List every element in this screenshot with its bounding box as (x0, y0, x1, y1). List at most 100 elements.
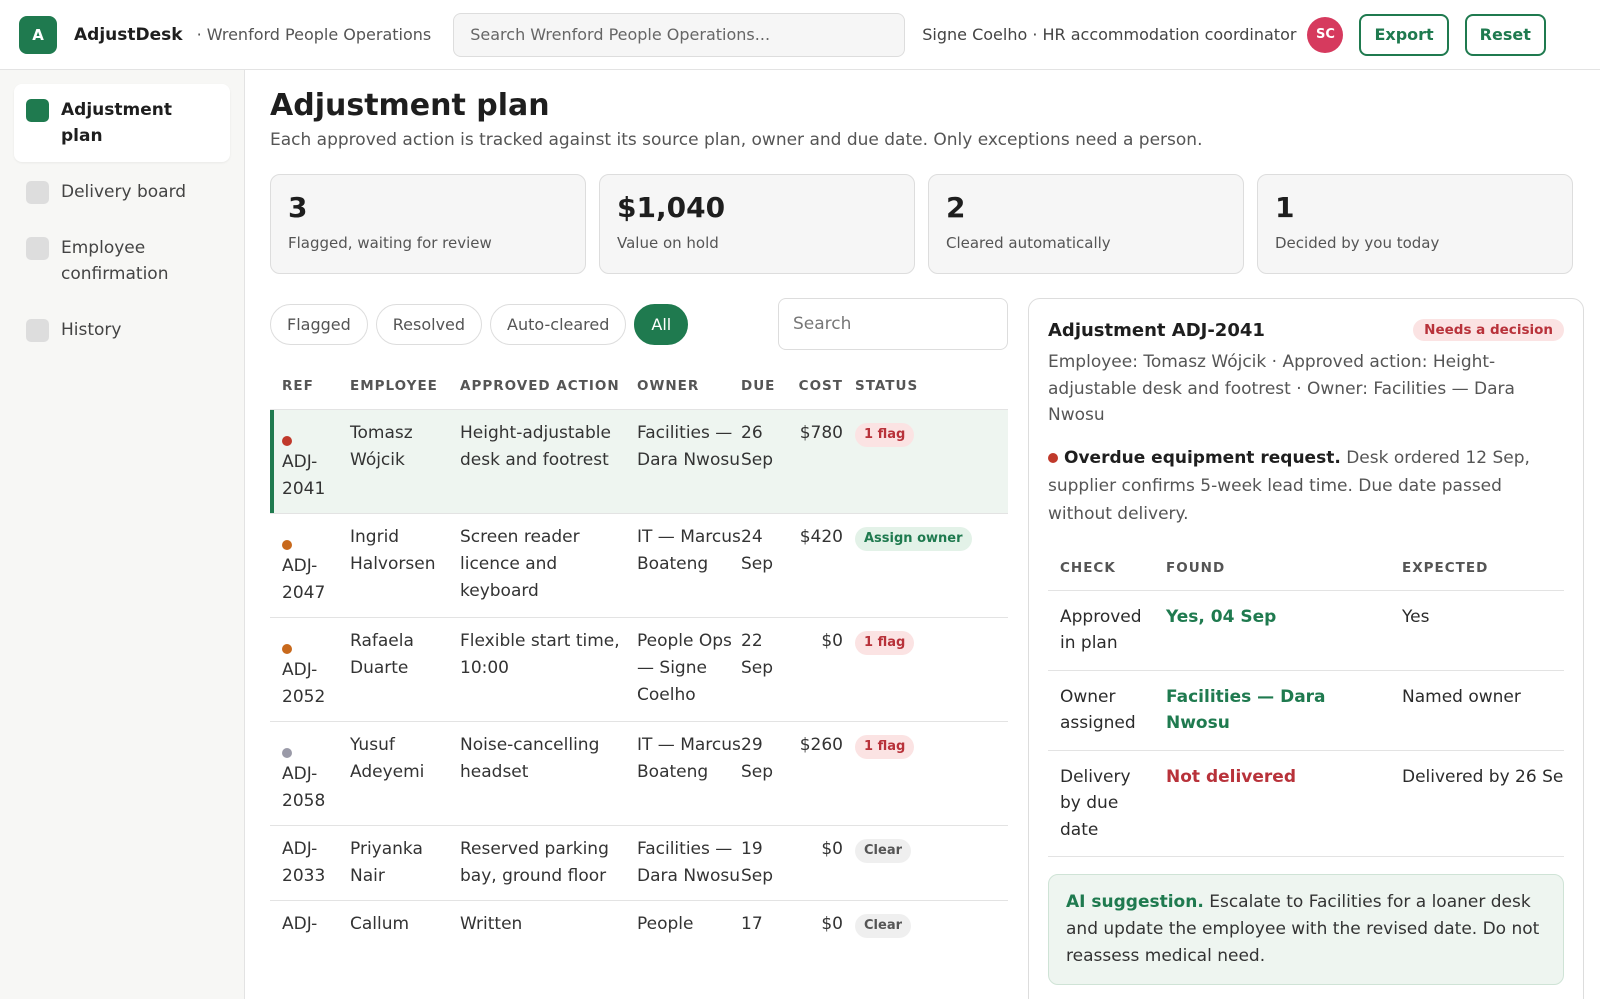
filter-chip[interactable]: Auto-cleared (490, 303, 627, 345)
cell-due: 24 Sep (741, 513, 791, 618)
check-row: Approved in plan Yes, 04 Sep Yes (1048, 590, 1564, 671)
column-header: OWNER (637, 378, 700, 394)
reset-button[interactable]: Reset (1464, 13, 1546, 56)
alert-dot (1048, 452, 1058, 463)
nav-icon (26, 181, 49, 204)
alert: Overdue equipment request. Desk ordered … (1048, 444, 1564, 528)
plan-row[interactable]: ADJ-2052 Rafaela Duarte Flexible start tim… (270, 617, 1008, 722)
nav-item[interactable]: Delivery board (14, 166, 230, 218)
cell-due: 29 Sep (741, 721, 791, 826)
cell-owner: People (637, 900, 741, 948)
check-expected: Named owner (1390, 670, 1564, 751)
cell-ref: ADJ-2041 (270, 409, 350, 514)
cell-status: 1 flag (855, 721, 1008, 826)
page-title: Adjustment plan (270, 88, 550, 123)
status-dot (282, 644, 292, 654)
cell-action: Height-adjustable desk and footrest (460, 409, 637, 514)
check-column: CHECK (1048, 547, 1154, 591)
cell-cost: $780 (791, 409, 855, 514)
cell-due: 19 Sep (741, 825, 791, 901)
plan-row[interactable]: ADJ-2058 Yusuf Adeyemi Noise-cancelling he… (270, 721, 1008, 826)
detail-title: Adjustment ADJ-2041 (1048, 319, 1265, 341)
cell-action: Flexible start time, 10:00 (460, 617, 637, 722)
cell-action: Screen reader licence and keyboard (460, 513, 637, 618)
nav-icon (26, 99, 49, 122)
stat-card: $1,040 Value on hold (599, 174, 915, 274)
avatar[interactable]: SC (1307, 16, 1344, 53)
cell-due: 22 Sep (741, 617, 791, 722)
detail-meta: Employee: Tomasz Wójcik · Approved actio… (1048, 352, 1515, 425)
cell-status: Clear (855, 825, 1008, 901)
nav-label: Delivery board (61, 182, 187, 202)
cell-cost: $0 (791, 900, 855, 948)
main: Adjustment plan Each approved action is … (270, 70, 1584, 999)
cell-owner: IT — Marcus Boateng (637, 513, 741, 618)
column-header: REF (282, 378, 314, 394)
cell-employee: Ingrid Halvorsen (350, 513, 460, 618)
global-search[interactable]: Search Wrenford People Operations... (453, 12, 906, 57)
table-search[interactable]: Search (778, 298, 1008, 350)
filters: Flagged Resolved Auto-cleared All Search (270, 298, 1008, 350)
filter-chip[interactable]: Resolved (375, 303, 483, 345)
check-column: EXPECTED (1390, 547, 1564, 591)
stat-label: Flagged, waiting for review (288, 234, 492, 252)
plan-list: Flagged Resolved Auto-cleared All Search REF… (270, 298, 1008, 948)
app-name: AdjustDesk (74, 24, 183, 45)
logo: A (19, 15, 57, 54)
plan-row[interactable]: ADJ-2041 Tomasz Wójcik Height-adjustable d… (270, 409, 1008, 514)
check-name: Owner assigned (1048, 670, 1154, 751)
cell-owner: IT — Marcus Boateng (637, 721, 741, 826)
check-found: Facilities — Dara Nwosu (1154, 670, 1390, 751)
nav-item[interactable]: Employee confirmation (14, 222, 230, 300)
page-subtitle: Each approved action is tracked against … (270, 130, 1203, 150)
check-row: Delivery by due date Not delivered Deliver… (1048, 750, 1564, 857)
cell-ref: ADJ- (270, 900, 350, 948)
ref: ADJ-2058 (282, 764, 326, 811)
nav-icon (26, 237, 49, 260)
check-expected: Delivered by 26 Sep (1390, 750, 1564, 857)
nav-item[interactable]: History (14, 304, 230, 356)
cell-ref: ADJ-2052 (270, 617, 350, 722)
stat-value: 1 (1275, 191, 1295, 224)
checks-header: CHECK FOUND EXPECTED (1048, 547, 1564, 591)
ref: ADJ- (282, 914, 318, 934)
ref: ADJ-2052 (282, 660, 326, 707)
cell-due: 17 (741, 900, 791, 948)
cell-cost: $0 (791, 617, 855, 722)
status-dot (282, 540, 292, 550)
plan-row[interactable]: ADJ-2047 Ingrid Halvorsen Screen reader li… (270, 513, 1008, 618)
cell-action: Written (460, 900, 637, 948)
cell-due: 26 Sep (741, 409, 791, 514)
suggestion-label: AI suggestion. (1066, 892, 1204, 912)
stat-label: Value on hold (617, 234, 719, 252)
top-bar: A AdjustDesk · Wrenford People Operation… (0, 0, 1600, 70)
stat-label: Decided by you today (1275, 234, 1440, 252)
filter-chip[interactable]: Flagged (270, 303, 368, 345)
nav-item[interactable]: Adjustment plan (14, 84, 230, 162)
ref: ADJ-2041 (282, 452, 326, 499)
cell-employee: Rafaela Duarte (350, 617, 460, 722)
cell-action: Noise-cancelling headset (460, 721, 637, 826)
check-column: FOUND (1154, 547, 1390, 591)
cell-cost: $260 (791, 721, 855, 826)
suggestion-text: Escalate to Facilities for a loaner desk… (1066, 892, 1540, 966)
export-button[interactable]: Export (1359, 13, 1449, 56)
cell-employee: Priyanka Nair (350, 825, 460, 901)
sidebar: Adjustment plan Delivery board Employee co… (0, 70, 245, 999)
org-name: · Wrenford People Operations (196, 25, 432, 44)
status-pill: Clear (855, 914, 911, 938)
check-expected: Yes (1390, 590, 1564, 671)
column-header: COST (798, 378, 843, 394)
plan-row[interactable]: ADJ- Callum Written People 17 $0 Clear (270, 900, 1008, 948)
detail-badge: Needs a decision (1413, 319, 1564, 341)
cell-owner: Facilities — Dara Nwosu (637, 825, 741, 901)
check-name: Delivery by due date (1048, 750, 1154, 857)
cell-employee: Tomasz Wójcik (350, 409, 460, 514)
cell-action: Reserved parking bay, ground floor (460, 825, 637, 901)
user-name: Signe Coelho · HR accommodation coordina… (922, 25, 1297, 44)
plan-row[interactable]: ADJ-2033 Priyanka Nair Reserved parking ba… (270, 825, 1008, 901)
filter-chip[interactable]: All (634, 303, 689, 345)
status-pill: 1 flag (855, 631, 915, 655)
cell-cost: $0 (791, 825, 855, 901)
